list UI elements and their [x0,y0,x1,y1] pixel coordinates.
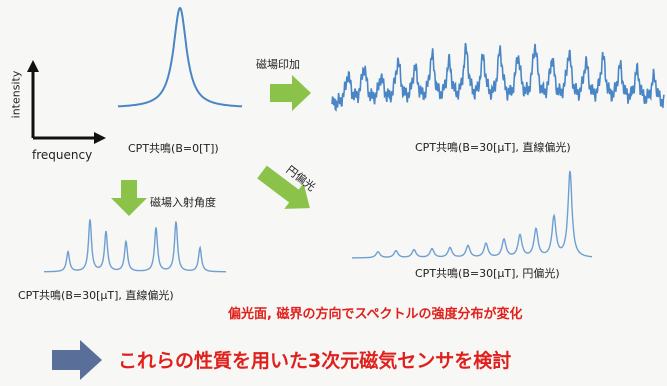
caption-b30-linear: CPT共鳴(B=30[μT], 直線偏光) [415,141,571,154]
x-axis-label: frequency [32,148,93,162]
label-incidence-angle: 磁場入射角度 [150,196,216,209]
axes-icon [27,60,106,144]
spectrum-b30-linear [331,42,665,112]
change-note: 偏光面, 磁界の方向でスペクトルの強度分布が変化 [228,307,523,322]
caption-b30-linear-small: CPT共鳴(B=30[μT], 直線偏光) [18,289,174,302]
caption-b30-circular: CPT共鳴(B=30[μT], 円偏光) [415,267,560,280]
caption-b0: CPT共鳴(B=0[T]) [128,142,219,155]
arrow-right-icon [270,75,311,111]
y-axis-label: intensity [9,70,23,119]
label-field-applied: 磁場印加 [256,58,300,71]
spectrum-b30-angle [44,219,226,273]
spectrum-b0 [117,6,243,108]
conclusion-text: これらの性質を用いた3次元磁気センサを検討 [118,350,512,372]
arrow-conclusion-icon [52,340,102,380]
arrow-diagonal-icon [257,165,310,209]
spectrum-b30-circular [352,170,592,259]
arrow-down-icon [111,180,147,216]
